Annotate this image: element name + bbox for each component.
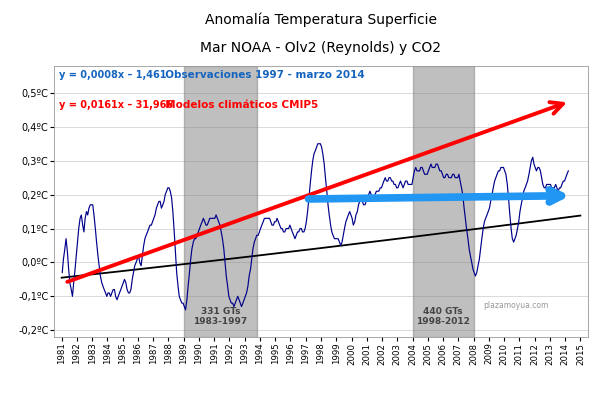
Text: y = 0,0008x – 1,461: y = 0,0008x – 1,461: [59, 70, 167, 80]
Text: plazamoyua.com: plazamoyua.com: [483, 301, 548, 310]
Bar: [184, 66, 257, 337]
Text: Modelos climáticos CMIP5: Modelos climáticos CMIP5: [158, 100, 319, 110]
Text: y = 0,0161x – 31,966: y = 0,0161x – 31,966: [59, 100, 173, 110]
Bar: [413, 66, 473, 337]
Text: Mar NOAA - Olv2 (Reynolds) y CO2: Mar NOAA - Olv2 (Reynolds) y CO2: [200, 41, 442, 55]
Text: Observaciones 1997 - marzo 2014: Observaciones 1997 - marzo 2014: [158, 70, 365, 80]
Text: 440 GTs
1998-2012: 440 GTs 1998-2012: [416, 307, 470, 326]
Text: 331 GTs
1983-1997: 331 GTs 1983-1997: [193, 307, 247, 326]
Text: Anomalía Temperatura Superficie: Anomalía Temperatura Superficie: [205, 12, 437, 27]
